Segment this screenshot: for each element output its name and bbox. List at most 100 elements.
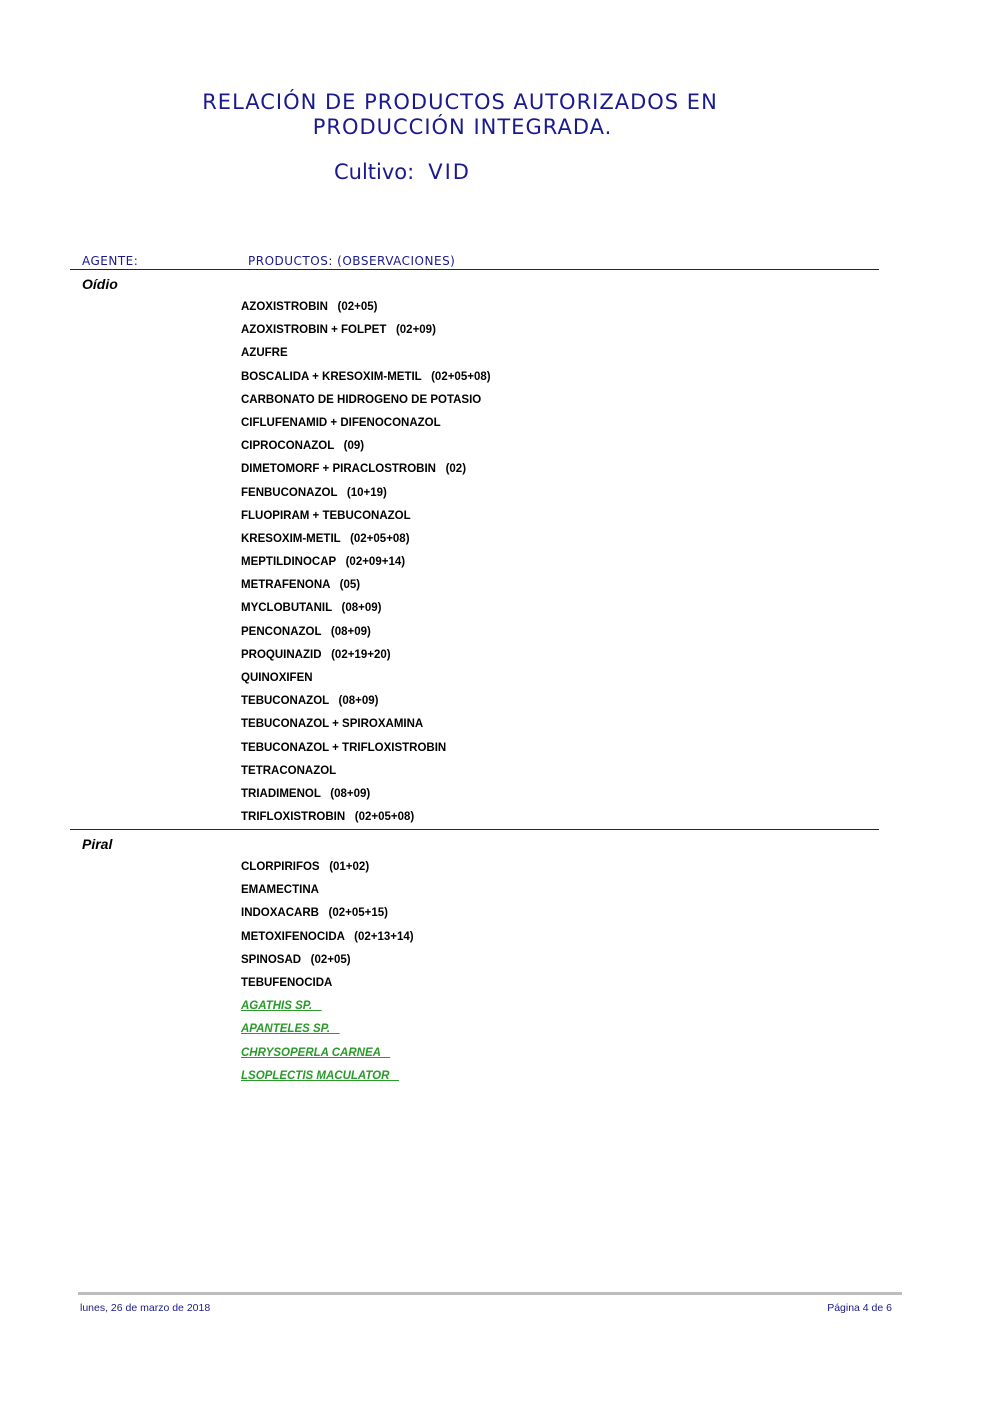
- product-item: TEBUCONAZOL + SPIROXAMINA: [241, 713, 491, 736]
- biological-product-item: LSOPLECTIS MACULATOR: [241, 1065, 414, 1088]
- product-item: QUINOXIFEN: [241, 667, 491, 690]
- product-item: CLORPIRIFOS (01+02): [241, 856, 414, 879]
- agent-heading-piral: Piral: [82, 836, 113, 852]
- product-item: CIFLUFENAMID + DIFENOCONAZOL: [241, 412, 491, 435]
- product-item: MYCLOBUTANIL (08+09): [241, 597, 491, 620]
- product-observations: (02+05+08): [431, 370, 491, 383]
- biological-product-item: CHRYSOPERLA CARNEA: [241, 1042, 414, 1065]
- product-item: TEBUCONAZOL + TRIFLOXISTROBIN: [241, 737, 491, 760]
- product-name: AGATHIS SP.: [241, 1000, 313, 1013]
- product-observations: (02+05): [310, 953, 351, 966]
- header-divider: [70, 269, 879, 270]
- product-name: CIPROCONAZOL: [241, 440, 335, 453]
- product-item: DIMETOMORF + PIRACLOSTROBIN (02): [241, 458, 491, 481]
- product-name: TEBUCONAZOL + TRIFLOXISTROBIN: [241, 741, 447, 754]
- product-name: INDOXACARB: [241, 907, 319, 920]
- product-name: BOSCALIDA + KRESOXIM-METIL: [241, 370, 422, 383]
- document-title-line1: RELACIÓN DE PRODUCTOS AUTORIZADOS EN: [202, 90, 718, 114]
- product-observations: (02+09): [395, 324, 436, 337]
- product-observations: (01+02): [329, 861, 370, 873]
- product-name: DIMETOMORF + PIRACLOSTROBIN: [241, 463, 436, 476]
- biological-product-item: AGATHIS SP.: [241, 995, 414, 1018]
- product-item: TEBUFENOCIDA: [241, 972, 414, 995]
- product-item: EMAMECTINA: [241, 879, 414, 902]
- product-name: TRIFLOXISTROBIN: [241, 811, 346, 824]
- product-observations: (02+13+14): [354, 930, 414, 943]
- product-name: CIFLUFENAMID + DIFENOCONAZOL: [241, 416, 441, 429]
- product-name: TETRACONAZOL: [241, 764, 337, 777]
- product-name: AZUFRE: [241, 347, 288, 360]
- product-observations: (02+09+14): [345, 556, 406, 569]
- product-name: EMAMECTINA: [241, 884, 319, 897]
- product-item: KRESOXIM-METIL (02+05+08): [241, 528, 491, 551]
- cultivo-heading: Cultivo: VID: [334, 160, 471, 184]
- footer-page-number: Página 4 de 6: [827, 1302, 892, 1314]
- product-name: CLORPIRIFOS: [241, 861, 320, 873]
- product-observations: (08+09): [330, 787, 371, 800]
- product-observations: (02): [445, 463, 467, 476]
- product-list-oidio: AZOXISTROBIN (02+05) AZOXISTROBIN + FOLPE…: [241, 296, 491, 829]
- product-name: QUINOXIFEN: [241, 672, 313, 684]
- product-name: AZOXISTROBIN: [241, 301, 328, 313]
- product-observations: (08+09): [341, 602, 382, 615]
- product-name: LSOPLECTIS MACULATOR: [241, 1069, 390, 1082]
- product-item: TRIADIMENOL (08+09): [241, 783, 491, 806]
- product-name: METRAFENONA: [241, 579, 331, 592]
- product-name: FLUOPIRAM + TEBUCONAZOL: [241, 509, 411, 522]
- product-item: INDOXACARB (02+05+15): [241, 902, 414, 925]
- product-item: METRAFENONA (05): [241, 574, 491, 597]
- product-name: PENCONAZOL: [241, 625, 322, 638]
- product-item: TRIFLOXISTROBIN (02+05+08): [241, 806, 491, 829]
- product-name: KRESOXIM-METIL: [241, 532, 341, 545]
- product-item: CIPROCONAZOL (09): [241, 435, 491, 458]
- product-list-piral: CLORPIRIFOS (01+02) EMAMECTINA INDOXACARB …: [241, 856, 414, 1088]
- product-item: BOSCALIDA + KRESOXIM-METIL (02+05+08): [241, 366, 491, 389]
- product-item: AZUFRE: [241, 342, 491, 365]
- document-title-line2: PRODUCCIÓN INTEGRADA.: [312, 115, 613, 139]
- product-name: MEPTILDINOCAP: [241, 556, 336, 569]
- product-name: AZOXISTROBIN + FOLPET: [241, 324, 387, 337]
- agent-heading-oidio: Oídio: [82, 276, 118, 292]
- product-name: MYCLOBUTANIL: [241, 602, 332, 615]
- product-name: TRIADIMENOL: [241, 787, 321, 800]
- product-observations: (05): [339, 579, 361, 592]
- product-item: SPINOSAD (02+05): [241, 949, 414, 972]
- footer-divider: [78, 1292, 902, 1295]
- product-observations: (02+05): [337, 301, 378, 313]
- product-item: PENCONAZOL (08+09): [241, 621, 491, 644]
- product-item: AZOXISTROBIN + FOLPET (02+09): [241, 319, 491, 342]
- product-name: CARBONATO DE HIDROGENO DE POTASIO: [241, 393, 482, 406]
- product-observations: (02+05+08): [350, 532, 410, 545]
- product-observations: (08+09): [338, 695, 379, 708]
- product-name: FENBUCONAZOL: [241, 486, 338, 499]
- product-name: SPINOSAD: [241, 953, 302, 966]
- product-item: AZOXISTROBIN (02+05): [241, 296, 491, 319]
- product-item: METOXIFENOCIDA (02+13+14): [241, 926, 414, 949]
- product-item: CARBONATO DE HIDROGENO DE POTASIO: [241, 389, 491, 412]
- product-name: APANTELES SP.: [241, 1023, 331, 1036]
- product-observations: (09): [343, 440, 365, 453]
- product-observations: (02+19+20): [331, 648, 391, 661]
- product-name: PROQUINAZID: [241, 648, 322, 661]
- product-name: TEBUFENOCIDA: [241, 976, 333, 989]
- product-item: TETRACONAZOL: [241, 760, 491, 783]
- section-divider: [70, 829, 879, 830]
- cultivo-label: Cultivo:: [334, 160, 415, 184]
- product-name: CHRYSOPERLA CARNEA: [241, 1046, 381, 1059]
- product-item: PROQUINAZID (02+19+20): [241, 644, 491, 667]
- column-header-agente: AGENTE:: [82, 254, 139, 268]
- product-item: MEPTILDINOCAP (02+09+14): [241, 551, 491, 574]
- product-observations: (02+05+15): [328, 907, 389, 920]
- product-observations: (10+19): [346, 486, 387, 499]
- cultivo-value: VID: [428, 160, 471, 184]
- product-name: METOXIFENOCIDA: [241, 930, 345, 943]
- product-item: FLUOPIRAM + TEBUCONAZOL: [241, 505, 491, 528]
- column-header-productos: PRODUCTOS: (OBSERVACIONES): [248, 254, 456, 268]
- product-observations: (02+05+08): [354, 811, 415, 824]
- product-item: FENBUCONAZOL (10+19): [241, 482, 491, 505]
- product-observations: (08+09): [330, 625, 371, 638]
- product-item: TEBUCONAZOL (08+09): [241, 690, 491, 713]
- biological-product-item: APANTELES SP.: [241, 1018, 414, 1041]
- product-name: TEBUCONAZOL + SPIROXAMINA: [241, 718, 424, 731]
- footer-date: lunes, 26 de marzo de 2018: [80, 1302, 211, 1314]
